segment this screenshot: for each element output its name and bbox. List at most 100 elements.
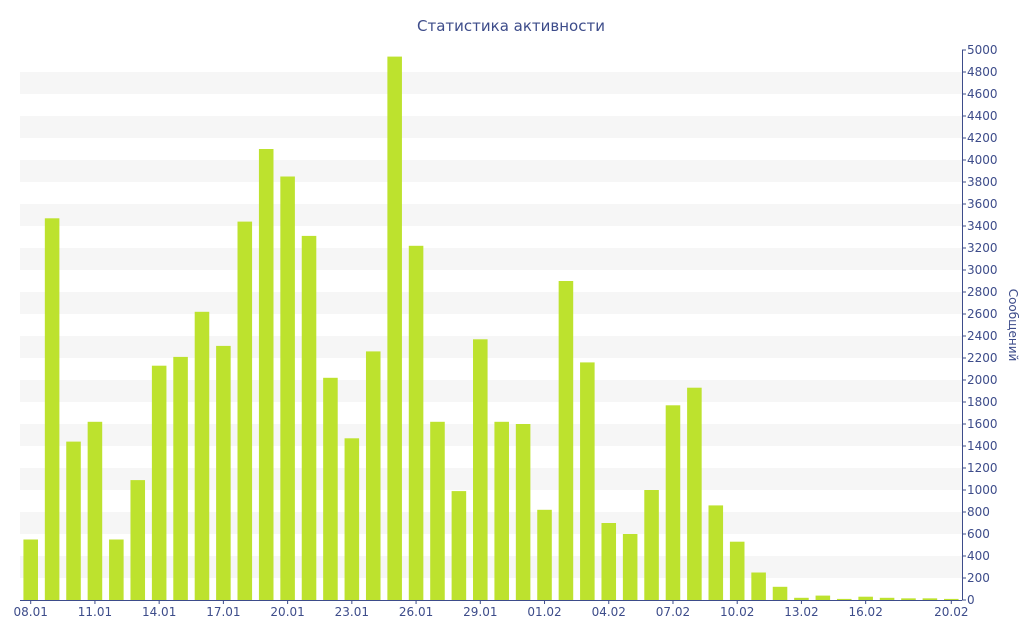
bar-18.02 (901, 598, 916, 600)
y-tick-label: 4400 (967, 109, 998, 123)
y-tick-label: 2800 (967, 285, 998, 299)
bar-04.02 (601, 523, 617, 600)
grid-band (20, 248, 962, 270)
chart-title: Статистика активности (417, 17, 605, 35)
bar-03.02 (580, 362, 595, 600)
x-tick-label: 29.01 (463, 605, 497, 619)
grid-band (20, 380, 962, 402)
x-tick-label: 16.02 (848, 605, 882, 619)
y-tick-label: 4600 (967, 87, 998, 101)
grid-band (20, 512, 962, 534)
y-tick-label: 3600 (967, 197, 998, 211)
x-tick-label: 17.01 (206, 605, 240, 619)
x-tick-label: 07.02 (656, 605, 690, 619)
bar-27.01 (430, 421, 445, 600)
bar-17.02 (879, 597, 895, 600)
bar-13.01 (130, 480, 146, 600)
bar-08.02 (687, 387, 702, 600)
y-tick-label: 200 (967, 571, 990, 585)
bar-11.02 (751, 572, 766, 600)
x-tick-label: 20.02 (934, 605, 968, 619)
bar-20.02 (944, 598, 959, 600)
bar-12.02 (772, 586, 788, 600)
y-tick-label: 2000 (967, 373, 998, 387)
bar-15.01 (173, 356, 188, 600)
bar-15.02 (836, 598, 852, 600)
y-axis-ticks: 0 200 400 600 800 1000 1200 1400 1600 1800 2000 220… (962, 43, 998, 607)
x-tick-label: 14.01 (142, 605, 176, 619)
grid-band (20, 556, 962, 578)
axes (20, 50, 963, 601)
x-tick-label: 13.02 (784, 605, 818, 619)
grid-band (20, 336, 962, 358)
bar-23.01 (344, 438, 360, 600)
x-tick-label: 01.02 (527, 605, 561, 619)
y-tick-label: 3200 (967, 241, 998, 255)
y-tick-label: 4000 (967, 153, 998, 167)
y-tick-label: 1800 (967, 395, 998, 409)
y-tick-label: 3800 (967, 175, 998, 189)
bar-10.02 (729, 541, 745, 600)
x-tick-label: 11.01 (78, 605, 112, 619)
x-tick-label: 04.02 (592, 605, 626, 619)
bar-series (23, 56, 959, 601)
x-tick-label: 10.02 (720, 605, 754, 619)
bar-28.01 (451, 491, 467, 600)
bar-09.01 (44, 218, 60, 601)
y-tick-label: 3400 (967, 219, 998, 233)
y-tick-label: 4200 (967, 131, 998, 145)
y-tick-label: 3000 (967, 263, 998, 277)
bar-13.02 (794, 597, 809, 600)
bar-24.01 (365, 351, 381, 600)
bar-12.01 (109, 539, 124, 600)
y-tick-label: 1400 (967, 439, 998, 453)
y-tick-label: 600 (967, 527, 990, 541)
grid-bands (20, 72, 962, 578)
bar-08.01 (23, 539, 38, 600)
y-tick-label: 1600 (967, 417, 998, 431)
bar-02.02 (558, 281, 574, 600)
bar-07.02 (665, 405, 681, 600)
bar-31.01 (515, 424, 531, 600)
bar-29.01 (473, 339, 488, 600)
bar-19.01 (258, 149, 274, 600)
bar-06.02 (644, 490, 659, 600)
bar-01.02 (537, 509, 552, 600)
bar-17.01 (216, 345, 231, 600)
grid-band (20, 292, 962, 314)
y-axis-label: Сообщений (1006, 289, 1020, 362)
grid-band (20, 468, 962, 490)
y-tick-label: 0 (967, 593, 975, 607)
x-tick-label: 20.01 (270, 605, 304, 619)
grid-band (20, 72, 962, 94)
bar-09.02 (708, 505, 724, 600)
bar-10.01 (66, 441, 81, 600)
bar-21.01 (301, 235, 317, 600)
grid-band (20, 204, 962, 226)
grid-band (20, 160, 962, 182)
y-tick-label: 400 (967, 549, 990, 563)
bar-20.01 (280, 176, 295, 600)
bar-14.02 (815, 595, 831, 600)
y-tick-label: 2200 (967, 351, 998, 365)
x-tick-label: 23.01 (335, 605, 369, 619)
y-tick-label: 2400 (967, 329, 998, 343)
bar-05.02 (622, 534, 638, 600)
x-axis-ticks: 08.01 11.01 14.01 17.01 20.01 23.01 26.01 29.01… (14, 600, 968, 619)
y-tick-label: 1200 (967, 461, 998, 475)
bar-16.02 (858, 596, 873, 600)
x-tick-label: 26.01 (399, 605, 433, 619)
bar-14.01 (151, 365, 167, 600)
y-tick-label: 800 (967, 505, 990, 519)
bar-22.01 (323, 377, 338, 600)
bar-11.01 (87, 421, 103, 600)
bar-16.01 (194, 311, 210, 600)
y-tick-label: 5000 (967, 43, 998, 57)
bar-26.01 (408, 245, 424, 601)
bar-18.01 (237, 221, 253, 600)
bar-30.01 (494, 421, 509, 600)
grid-band (20, 116, 962, 138)
y-tick-label: 4800 (967, 65, 998, 79)
y-tick-label: 2600 (967, 307, 998, 321)
